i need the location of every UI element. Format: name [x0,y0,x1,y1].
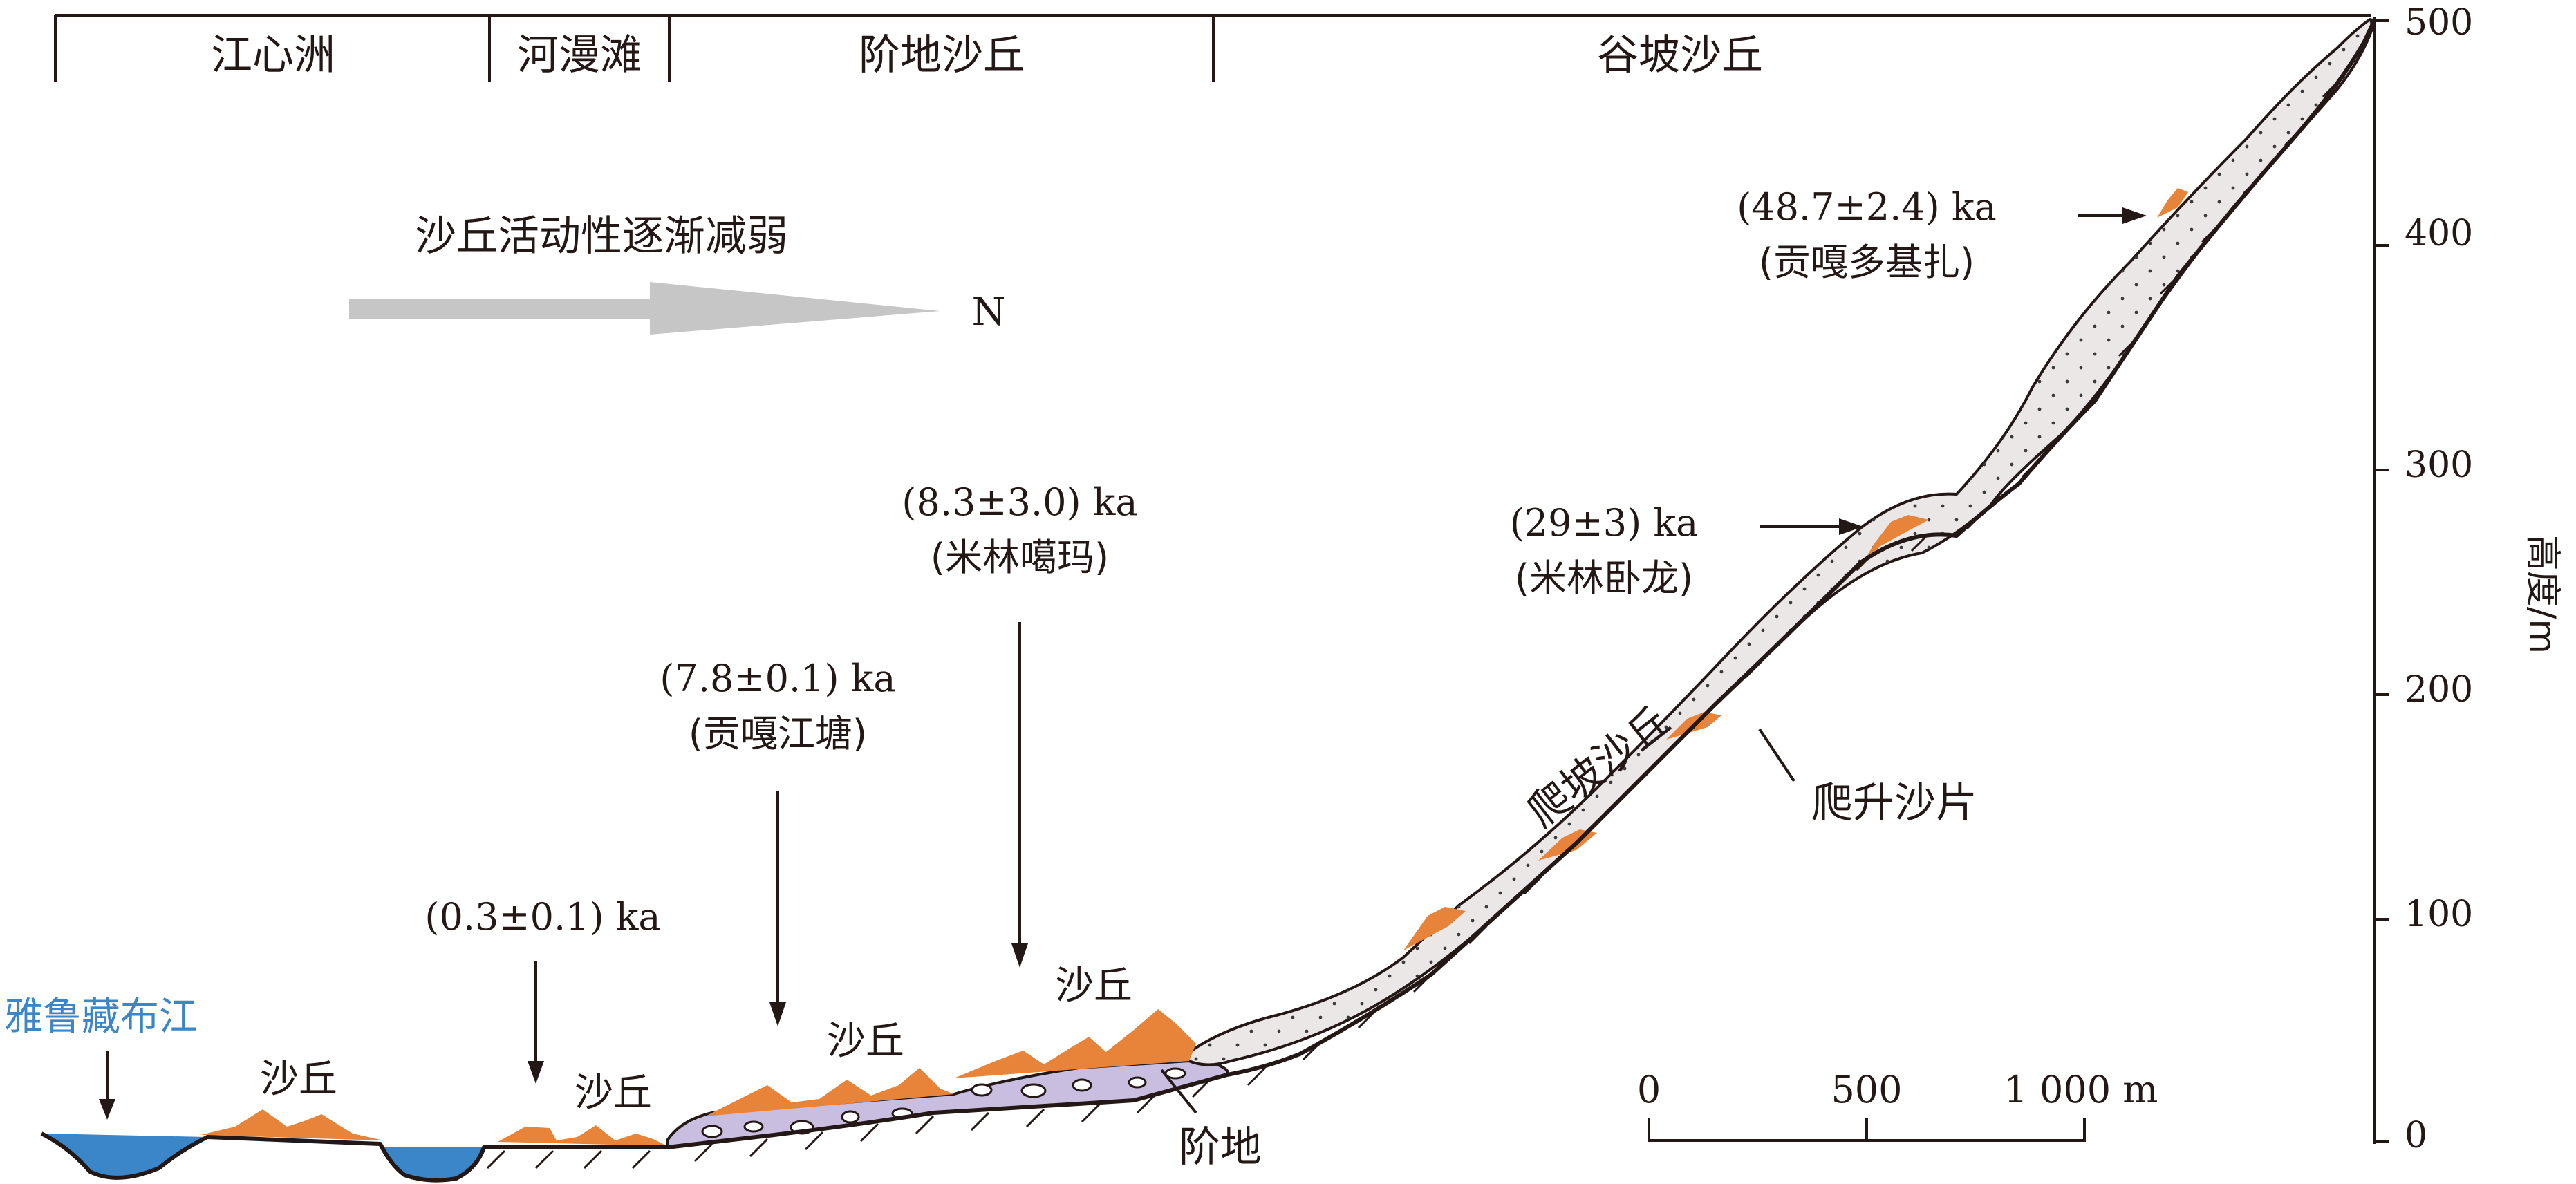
zone-label-island: 江心洲 [211,31,335,79]
scale-bar: 0 500 1 000 m [1637,1068,2158,1142]
age-annotation-3: (8.3±3.0) ka (米林噶玛) [902,480,1138,968]
scale-tick-1000: 1 000 m [2004,1068,2158,1111]
axis-tick-0: 0 [2405,1115,2427,1156]
dune-label-floodplain: 沙丘 [575,1071,652,1116]
river-arrow [99,1051,115,1120]
dune-terrace-lower [705,1068,954,1116]
age-label-5: (48.7±2.4) ka [1737,185,1997,229]
dune-slope-5 [2157,188,2188,218]
site-label-4: (米林卧龙) [1515,556,1693,600]
trend-group: 沙丘活动性逐渐减弱 N [349,212,1006,335]
axis-tick-300: 300 [2405,444,2473,486]
sand-sheet-label: 爬升沙片 [1811,779,1977,827]
site-label-2: (贡嘎江塘) [689,712,867,755]
zone-label-floodplain: 河漫滩 [517,31,642,79]
dune-terrace-upper [954,1009,1196,1078]
age-annotation-2: (7.8±0.1) ka (贡嘎江塘) [660,657,896,1026]
dune-floodplain [498,1125,667,1146]
ground-profile [40,18,2377,1183]
age-label-4: (29±3) ka [1510,501,1699,545]
axis-tick-400: 400 [2405,213,2473,254]
site-label-5: (贡嘎多基扎) [1759,241,1975,284]
axis-tick-200: 200 [2405,669,2473,711]
altitude-axis: 500 400 300 200 100 0 高度/m [2373,2,2563,1156]
dunes [200,188,2188,1146]
axis-title: 高度/m [2521,535,2563,654]
dune-label-island: 沙丘 [260,1057,337,1102]
site-label-3: (米林噶玛) [931,536,1109,579]
sand-sheet [1179,17,2377,1066]
terrace-label: 阶地 [1179,1123,1262,1172]
age-label-3: (8.3±3.0) ka [902,480,1137,524]
axis-tick-500: 500 [2405,2,2473,44]
age-annotation-1: (0.3±0.1) ka [424,895,661,1084]
trend-arrow [349,282,940,335]
dune-slope-1 [1403,907,1466,950]
terrace-leader [1160,1069,1197,1114]
dune-label-terrace-upper: 沙丘 [1055,964,1132,1008]
axis-tick-100: 100 [2405,894,2473,935]
scale-tick-500: 500 [1831,1068,1902,1111]
age-annotation-4: (29±3) ka (米林卧龙) [1510,501,1863,600]
age-label-1: (0.3±0.1) ka [424,895,660,939]
dune-slope-4 [1858,515,1929,570]
dune-island [200,1109,384,1140]
north-label: N [972,290,1006,335]
sand-sheet-leader [1758,728,1795,782]
age-annotation-5: (48.7±2.4) ka (贡嘎多基扎) [1737,185,2147,284]
zone-label-terrace-dunes: 阶地沙丘 [859,31,1025,79]
dune-label-terrace-lower: 沙丘 [827,1019,904,1064]
zone-label-slope-dunes: 谷坡沙丘 [1597,31,1763,79]
bedrock-hatching [486,78,2342,1169]
river-water [41,1134,484,1181]
zone-header: 江心洲 河漫滩 阶地沙丘 谷坡沙丘 [54,14,2371,82]
age-label-2: (7.8±0.1) ka [660,657,895,700]
river-label: 雅鲁藏布江 [4,995,198,1040]
scale-tick-0: 0 [1637,1068,1661,1111]
trend-text: 沙丘活动性逐渐减弱 [415,212,788,261]
